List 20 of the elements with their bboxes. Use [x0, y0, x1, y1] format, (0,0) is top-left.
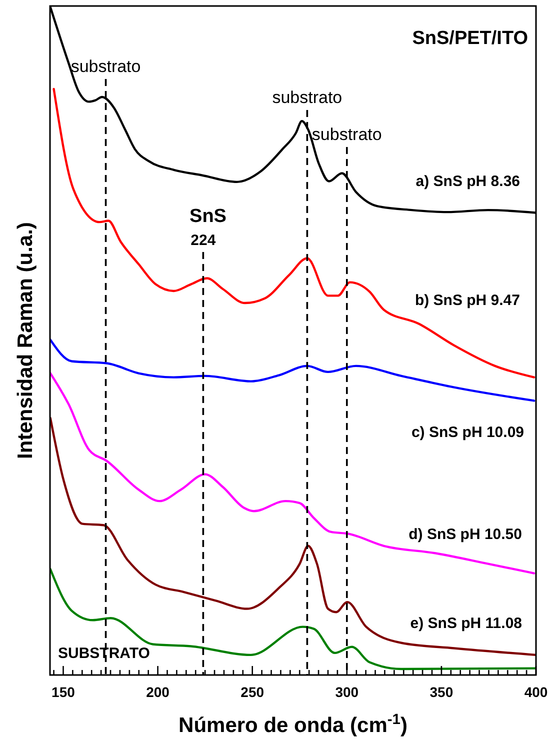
x-tick-label: 350	[430, 684, 454, 700]
series-label: a) SnS pH 8.36	[416, 173, 520, 190]
x-axis-title: Número de onda (cm$^{-1}$)	[178, 712, 408, 737]
series-label: c) SnS pH 10.09	[411, 424, 524, 441]
x-tick-label: 200	[146, 684, 170, 700]
ref-line-label: substrato	[70, 57, 141, 76]
ref-line-label: substrato	[312, 125, 382, 144]
series-label: d) SnS pH 10.50	[408, 526, 522, 543]
x-tick-label: 150	[52, 684, 76, 700]
y-axis-title: Intensidad Raman (u.a.)	[14, 222, 37, 459]
x-tick-label: 300	[335, 684, 359, 700]
ref-line-label: 224	[190, 232, 216, 249]
annotation: SnS	[190, 206, 226, 227]
x-tick-label: 400	[524, 684, 548, 700]
series-label: b) SnS pH 9.47	[414, 292, 520, 309]
series-label: SUBSTRATO	[58, 645, 150, 662]
x-tick-label: 250	[240, 684, 264, 700]
series-label: e) SnS pH 11.08	[410, 615, 522, 632]
text: SnS/PET/ITO	[412, 28, 528, 49]
ref-line-label: substrato	[272, 88, 342, 107]
